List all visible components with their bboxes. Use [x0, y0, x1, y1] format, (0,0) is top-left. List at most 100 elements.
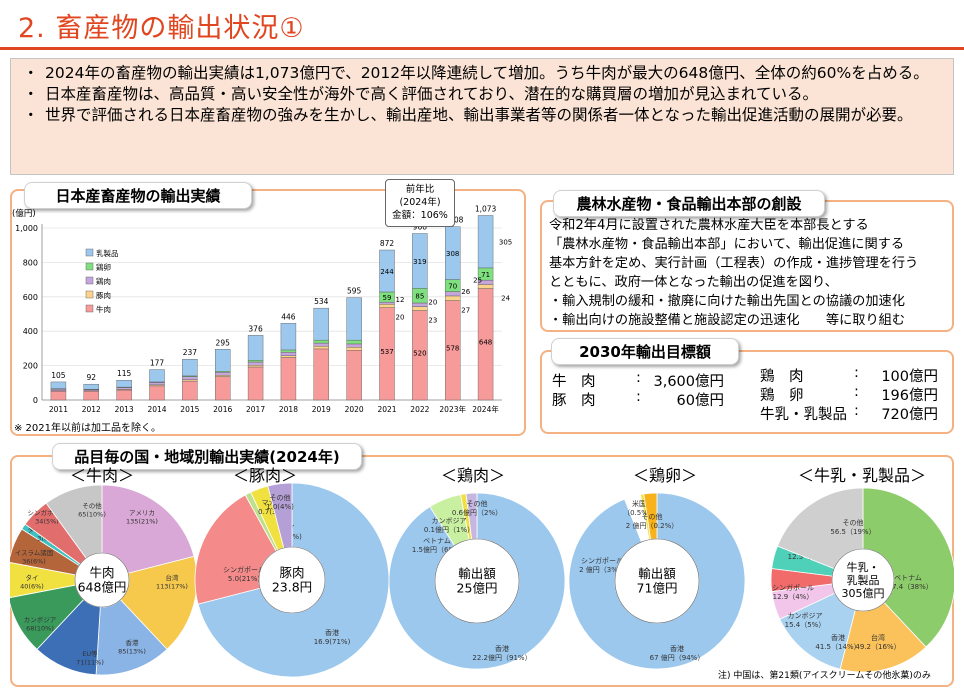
bar-value-label: 12: [396, 296, 405, 304]
target-row: 牛乳・乳製品 : 720億円: [760, 403, 938, 424]
y-axis-label: (億円): [12, 208, 36, 219]
bar-value-label: 23: [428, 317, 437, 325]
export-bar-chart: (億円)02004006008001,000105201192201211520…: [12, 204, 512, 414]
pie-slice-value: 5.0(21%): [228, 575, 260, 583]
legend-label: 牛肉: [96, 304, 111, 314]
y-tick-label: 0: [33, 396, 38, 405]
hq-text: 令和2年4月に設置された農林水産大臣を本部長とする 「農林水産物・食品輸出本部」…: [549, 216, 949, 330]
pie-slice-label: カンボジア: [788, 612, 823, 620]
title-rule: [0, 47, 964, 50]
target-colon: :: [636, 370, 641, 386]
x-tick-label: 2018: [279, 405, 298, 414]
yoy-year: (2024年): [399, 197, 441, 208]
bar-total-label: 295: [216, 338, 231, 347]
target-row: 牛 肉 : 3,600億円: [552, 370, 724, 391]
pie-slice-value: 85(13%): [118, 648, 146, 656]
target-row: 鶏 肉 : 100億円: [760, 365, 938, 386]
pie-slice-value: 2 億円（0.2%）: [626, 521, 678, 530]
yoy-box: 前年比 (2024年) 金額：106%: [385, 179, 455, 227]
bar-value-label: 319: [413, 258, 426, 266]
pie-center-label: 牛乳・: [847, 560, 880, 574]
bar-segment: [346, 350, 362, 401]
pie-center-label: 71億円: [637, 580, 678, 595]
hq-line: 「農林水産物・食品輸出本部」において、輸出促進に関する: [549, 237, 905, 252]
pie-center: [74, 552, 130, 608]
pie-slice-value: 34(5%): [35, 518, 59, 526]
bar-segment: [149, 385, 165, 401]
pie-slice-value: 16.9(71%): [314, 638, 351, 646]
pie-slice-value: 71(11%): [76, 659, 104, 667]
target-colon: :: [854, 365, 859, 381]
bar-segment: [346, 346, 362, 351]
bar-value-label: 59: [383, 294, 392, 302]
legend-label: 豚肉: [96, 290, 111, 300]
bar-value-label: 71: [481, 271, 490, 279]
pie-slice-value: 56.5（19%）: [830, 528, 875, 536]
pie-slice-label: 米国: [632, 499, 646, 508]
pie-pork: ＜豚肉＞香港16.9(71%)シンガポール5.0(21%)タイ0.3(1%)マカ…: [194, 466, 390, 678]
pie-slice-value: （0.5%）: [623, 509, 655, 517]
summary-bullet: ・日本産畜産物は、高品質・高い安全性が海外で高く評価されており、潜在的な購買層の…: [23, 84, 943, 105]
bar-value-label: 244: [380, 268, 394, 276]
bar-segment: [313, 348, 329, 401]
bar-value-label: 24: [501, 295, 510, 303]
bar-segment: [313, 345, 329, 350]
bar-segment: [313, 342, 329, 347]
summary-text: 2024年の畜産物の輸出実績は1,073億円で、2012年以降連続して増加。うち…: [45, 64, 929, 82]
target-colon: :: [636, 389, 641, 405]
bar-segment: [412, 302, 428, 307]
hq-title: 農林水産物・食品輸出本部の創設: [553, 190, 825, 217]
pie-center-label: 輸出額: [638, 566, 676, 581]
bar-value-label: 25: [473, 276, 482, 284]
x-tick-label: 2023年: [439, 404, 466, 414]
pie-heading: ＜鶏肉＞: [441, 466, 505, 485]
bar-segment: [379, 303, 395, 308]
bar-segment: [215, 372, 231, 376]
bar-segment: [149, 369, 165, 383]
x-tick-label: 2021: [377, 405, 396, 414]
bar-segment: [280, 351, 297, 356]
pie-slice-label: その他: [467, 499, 488, 508]
pie-heading: ＜鶏卵＞: [633, 466, 697, 485]
x-tick-label: 2015: [180, 405, 199, 414]
pie-center-label: 牛肉: [89, 565, 114, 580]
pie-slice-label: 香港: [831, 633, 845, 642]
pie-center-label: 豚肉: [279, 565, 304, 580]
pie-slice-value: 2 億円（3%）: [579, 565, 625, 574]
bar-segment: [215, 349, 231, 372]
pie-slice-value: 135(21%): [126, 518, 158, 526]
pie-slice-label: シンガポール: [581, 556, 623, 565]
bar-total-label: 237: [183, 348, 198, 357]
bar-segment: [247, 366, 264, 401]
legend-swatch: [85, 248, 94, 257]
target-value: 60億円: [676, 393, 724, 409]
bar-segment: [215, 375, 231, 377]
x-tick-label: 2019: [312, 405, 331, 414]
bar-segment: [247, 361, 264, 366]
country-footnote: 注) 中国は、第21類(アイスクリームその他氷菓)のみ: [718, 671, 931, 681]
pie-slice-label: 香港: [495, 644, 509, 653]
bar-segment: [182, 376, 198, 380]
bullet-mark: ・: [23, 64, 39, 82]
legend-label: 鶏肉: [96, 276, 111, 286]
bar-segment: [149, 382, 165, 386]
pie-slice-label: シンガポール: [772, 583, 814, 592]
x-tick-label: 2014: [147, 405, 166, 414]
bar-value-label: 520: [413, 349, 426, 357]
pie-heading: ＜牛乳・乳製品＞: [798, 466, 926, 485]
target-name: 鶏 肉: [760, 369, 804, 385]
legend-label: 鶏卵: [96, 262, 111, 272]
bar-segment: [247, 335, 264, 361]
pie-center-label: 乳製品: [847, 573, 880, 587]
bar-total-label: 105: [51, 371, 66, 380]
page-title: 2. 畜産物の輸出状況①: [18, 13, 305, 44]
bar-total-label: 115: [117, 369, 132, 378]
pie-slice-value: 12.9（4%）: [773, 593, 814, 601]
target-name: 牛乳・乳製品: [760, 407, 847, 423]
bar-segment: [280, 349, 297, 353]
bar-segment: [182, 380, 198, 401]
country-pie-charts: ＜牛肉＞アメリカ135(21%)台湾113(17%)香港85(13%)EU等71…: [10, 466, 954, 678]
pie-center: [614, 538, 700, 624]
bar-segment: [346, 339, 362, 345]
target-value: 3,600億円: [653, 374, 724, 390]
